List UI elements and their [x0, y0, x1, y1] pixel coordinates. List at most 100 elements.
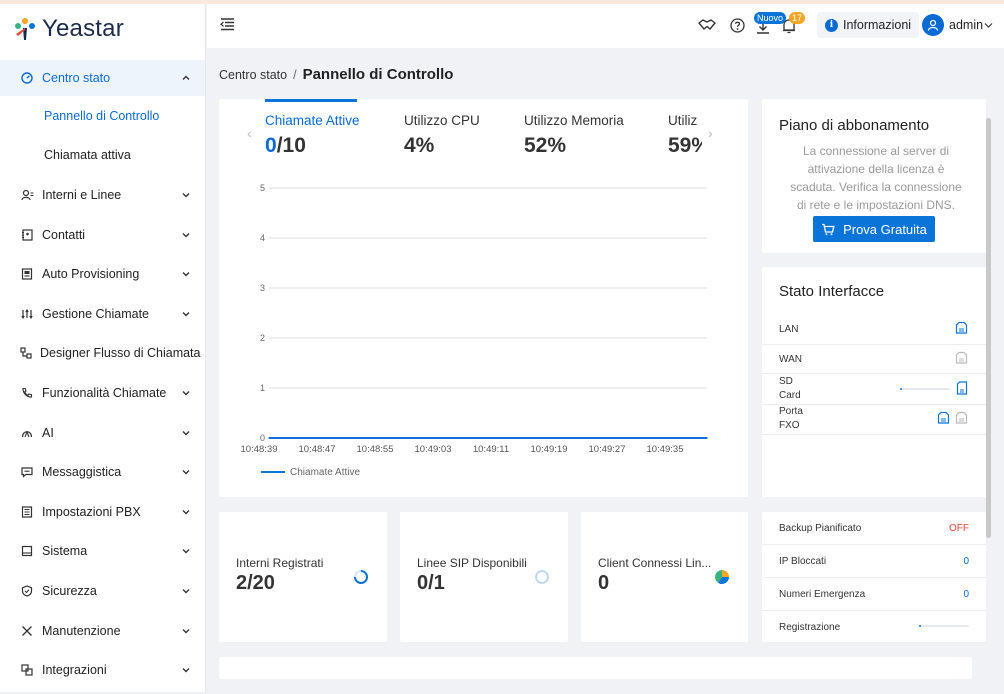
breadcrumb: Centro stato / Pannello di Controllo [219, 66, 453, 83]
breadcrumb-separator: / [293, 68, 297, 82]
sidebar-item-messaggistica[interactable]: Messaggistica [0, 452, 205, 492]
bottom-panel [219, 657, 972, 679]
free-trial-label: Prova Gratuita [843, 221, 927, 237]
pbx-settings-icon [20, 505, 34, 519]
call-control-icon [20, 307, 34, 321]
status-row-backup[interactable]: Backup Pianificato OFF [762, 512, 986, 545]
handshake-icon[interactable] [698, 17, 716, 33]
chart-x-tick-label: 10:48:39 [241, 444, 278, 455]
info-label: Informazioni [843, 18, 912, 32]
chevron-down-icon [182, 668, 190, 673]
stat-card-interni[interactable]: Interni Registrati 2/20 [219, 512, 387, 642]
tab-value: 0 [265, 134, 277, 157]
sidebar-menu: Centro stato Pannello di Controllo Chiam… [0, 60, 205, 690]
stat-label: Linee SIP Disponibili [417, 556, 527, 570]
stat-value: 2/20 [236, 572, 275, 594]
tab-value: 59% [668, 134, 702, 157]
free-trial-button[interactable]: Prova Gratuita [813, 216, 935, 242]
page-title: Pannello di Controllo [302, 66, 454, 83]
sidebar-subitem-chiamata-attiva[interactable]: Chiamata attiva [44, 148, 131, 163]
interface-row-lan: LAN [762, 315, 986, 345]
sidebar-item-label: Centro stato [42, 71, 111, 85]
pie-chart-icon [715, 570, 729, 584]
metrics-chart-card: ‹ Chiamate Attive 0/10 Utilizzo CPU 4% U… [219, 99, 748, 497]
sidebar-item-centro-stato[interactable]: Centro stato [0, 60, 205, 96]
sidebar-subitem-pannello[interactable]: Pannello di Controllo [44, 108, 160, 123]
system-status-card: Backup Pianificato OFF IP Bloccati 0 Num… [762, 512, 986, 642]
chevron-up-icon [182, 75, 190, 80]
sidebar-item-sistema[interactable]: Sistema [0, 532, 205, 572]
sidebar-item-label: Sicurezza [42, 583, 97, 598]
notification-count-badge: 17 [789, 12, 806, 24]
page-scrollbar[interactable] [986, 48, 992, 690]
tab-utilizzo-disco[interactable]: Utiliz 59% [668, 113, 702, 158]
chart-legend-label: Chiamate Attive [290, 467, 360, 478]
recording-usage-bar [919, 625, 969, 627]
sidebar-item-integrazioni[interactable]: Integrazioni [0, 650, 205, 690]
sidebar-item-gestione-chiamate[interactable]: Gestione Chiamate [0, 294, 205, 334]
shield-icon [20, 584, 34, 598]
chart-x-tick-label: 10:49:03 [415, 444, 452, 455]
tabs-prev-arrow[interactable]: ‹ [247, 125, 252, 141]
user-menu[interactable]: admin [949, 18, 993, 32]
users-icon [20, 188, 34, 202]
status-label: Numeri Emergenza [779, 589, 866, 600]
tab-utilizzo-memoria[interactable]: Utilizzo Memoria 52% [524, 113, 624, 158]
sidebar: Yeastar Centro stato Pannello di Control… [0, 4, 206, 692]
interface-status-title: Stato Interfacce [779, 283, 885, 300]
active-calls-chart: 0 1 2 3 4 5 10:48:39 10:48:47 10:48:55 10:49:03 10… [241, 183, 708, 478]
tab-chiamate-attive[interactable]: Chiamate Attive 0/10 [265, 113, 360, 158]
chart-data-point [316, 437, 318, 439]
progress-ring-icon [354, 570, 368, 584]
sidebar-item-manutenzione[interactable]: Manutenzione [0, 611, 205, 651]
chart-y-tick-label: 0 [260, 433, 265, 443]
sidebar-item-interni[interactable]: Interni e Linee [0, 175, 205, 215]
status-row-numeri-emergenza[interactable]: Numeri Emergenza 0 [762, 578, 986, 611]
sidebar-item-label: Contatti [42, 227, 86, 242]
status-row-ip-bloccati[interactable]: IP Bloccati 0 [762, 545, 986, 578]
chart-data-point [490, 437, 492, 439]
stat-card-client-connessi[interactable]: Client Connessi Lin... 0 [581, 512, 748, 642]
chevron-down-icon [182, 628, 190, 634]
chevron-down-icon [182, 311, 190, 317]
avatar[interactable] [922, 14, 944, 36]
logo[interactable]: Yeastar [0, 4, 205, 54]
collapse-menu-icon[interactable] [220, 17, 236, 31]
sidebar-item-label: Manutenzione [42, 623, 121, 638]
sidebar-item-provisioning[interactable]: Auto Provisioning [0, 254, 205, 294]
sidebar-item-label: Gestione Chiamate [42, 306, 150, 321]
tab-value: 4% [404, 134, 435, 157]
sidebar-item-funzionalita[interactable]: Funzionalità Chiamate [0, 373, 205, 413]
chevron-down-icon [182, 192, 190, 198]
sidebar-item-designer[interactable]: Designer Flusso di Chiamata [0, 334, 205, 374]
info-button[interactable]: i Informazioni [817, 12, 920, 38]
chart-y-tick-label: 1 [260, 383, 265, 393]
ai-icon [20, 426, 34, 440]
stat-card-linee-sip[interactable]: Linee SIP Disponibili 0/1 [400, 512, 568, 642]
tab-label: Utilizzo Memoria [524, 113, 624, 128]
chevron-down-icon [182, 549, 190, 554]
chart-data-point [432, 437, 434, 439]
sidebar-item-ai[interactable]: AI [0, 413, 205, 453]
tabs-next-arrow[interactable]: › [708, 125, 713, 141]
breadcrumb-parent[interactable]: Centro stato [219, 68, 288, 82]
subscription-plan-card: Piano di abbonamento La connessione al s… [762, 99, 986, 253]
active-tab-indicator [265, 99, 357, 102]
sidebar-item-label: Impostazioni PBX [42, 504, 141, 519]
dashboard-icon [20, 71, 34, 85]
tab-utilizzo-cpu[interactable]: Utilizzo CPU 4% [404, 113, 480, 158]
sidebar-item-contatti[interactable]: Contatti [0, 215, 205, 255]
chart-x-tick-label: 10:49:11 [473, 444, 509, 455]
sidebar-item-label: Interni e Linee [42, 187, 122, 202]
interface-name: WAN [779, 354, 802, 365]
network-port-connected-icon [955, 321, 968, 334]
help-icon[interactable] [730, 18, 745, 33]
chart-data-point [268, 437, 270, 439]
sidebar-item-sicurezza[interactable]: Sicurezza [0, 571, 205, 611]
sidebar-item-impostazioni-pbx[interactable]: Impostazioni PBX [0, 492, 205, 532]
interface-name: SD Card [779, 376, 801, 401]
scrollbar-thumb[interactable] [986, 118, 991, 538]
status-row-registrazione[interactable]: Registrazione [762, 611, 986, 644]
metric-tabs: ‹ Chiamate Attive 0/10 Utilizzo CPU 4% U… [219, 99, 748, 169]
status-label: Registrazione [779, 622, 841, 633]
